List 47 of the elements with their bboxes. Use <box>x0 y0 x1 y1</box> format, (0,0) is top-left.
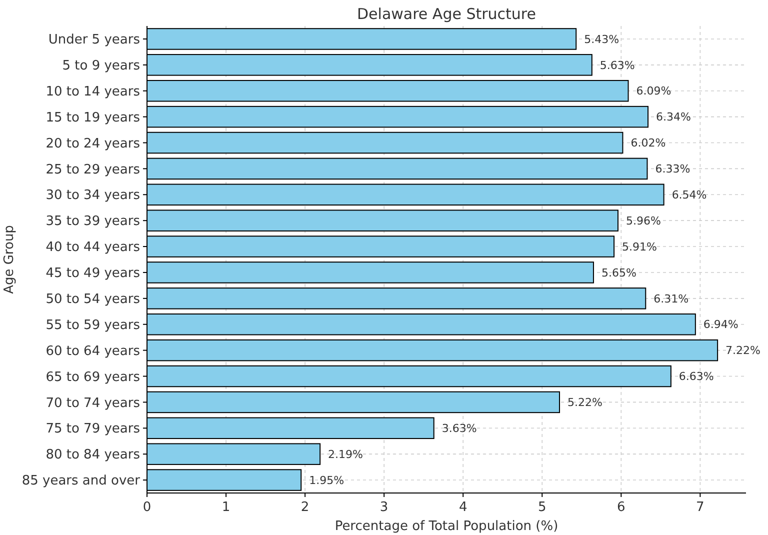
y-axis-title: Age Group <box>2 225 17 294</box>
y-tick-label: 50 to 54 years <box>46 292 140 307</box>
data-label: 2.19% <box>328 448 364 461</box>
data-label: 5.91% <box>622 240 657 254</box>
data-label: 5.63% <box>600 58 635 72</box>
data-label: 5.96% <box>626 214 661 228</box>
data-label: 3.63% <box>442 422 477 435</box>
data-label: 5.22% <box>568 396 602 410</box>
data-label: 5.65% <box>601 266 636 280</box>
y-tick-label: 70 to 74 years <box>46 396 140 411</box>
y-tick-label: 45 to 49 years <box>46 266 140 282</box>
y-tick-label: 10 to 14 years <box>46 84 140 100</box>
y-tick-label: 65 to 69 years <box>46 370 140 385</box>
y-tick-label: 60 to 64 years <box>46 344 140 359</box>
x-tick-label: 2 <box>300 500 310 515</box>
y-tick-label: Under 5 years <box>48 32 140 48</box>
x-tick-label: 1 <box>222 500 230 515</box>
x-tick-label: 3 <box>380 500 388 515</box>
y-tick-label: 40 to 44 years <box>46 240 140 256</box>
x-tick-label: 4 <box>458 500 468 515</box>
y-tick-label: 35 to 39 years <box>46 214 140 230</box>
y-tick-label: 30 to 34 years <box>46 188 140 204</box>
data-label: 6.31% <box>654 292 689 306</box>
x-tick-label: 7 <box>696 500 704 515</box>
data-label: 6.54% <box>672 188 707 202</box>
y-tick-label: 75 to 79 years <box>46 422 140 437</box>
y-tick-label: 5 to 9 years <box>62 58 140 74</box>
x-tick-label: 5 <box>538 500 546 515</box>
data-label: 6.33% <box>655 162 690 176</box>
y-tick-label: 15 to 19 years <box>46 110 140 126</box>
data-label: 6.94% <box>703 318 738 332</box>
data-label: 6.02% <box>630 136 666 150</box>
chart-title: Delaware Age Structure <box>357 5 536 23</box>
x-tick-label: 6 <box>617 500 626 515</box>
y-tick-label: 55 to 59 years <box>46 318 140 333</box>
data-label: 7.22% <box>726 344 761 358</box>
data-label: 6.09% <box>636 84 672 98</box>
data-label: 5.43% <box>584 32 620 46</box>
x-axis-title: Percentage of Total Population (%) <box>334 519 558 534</box>
y-tick-label: 20 to 24 years <box>46 136 140 152</box>
y-tick-label: 80 to 84 years <box>46 448 140 463</box>
y-tick-label: 25 to 29 years <box>46 162 140 178</box>
data-label: 6.63% <box>678 370 714 384</box>
x-tick-label: 0 <box>142 500 152 515</box>
data-label: 6.34% <box>656 110 691 124</box>
y-tick-label: 85 years and over <box>22 474 141 489</box>
data-label: 1.95% <box>309 474 344 487</box>
